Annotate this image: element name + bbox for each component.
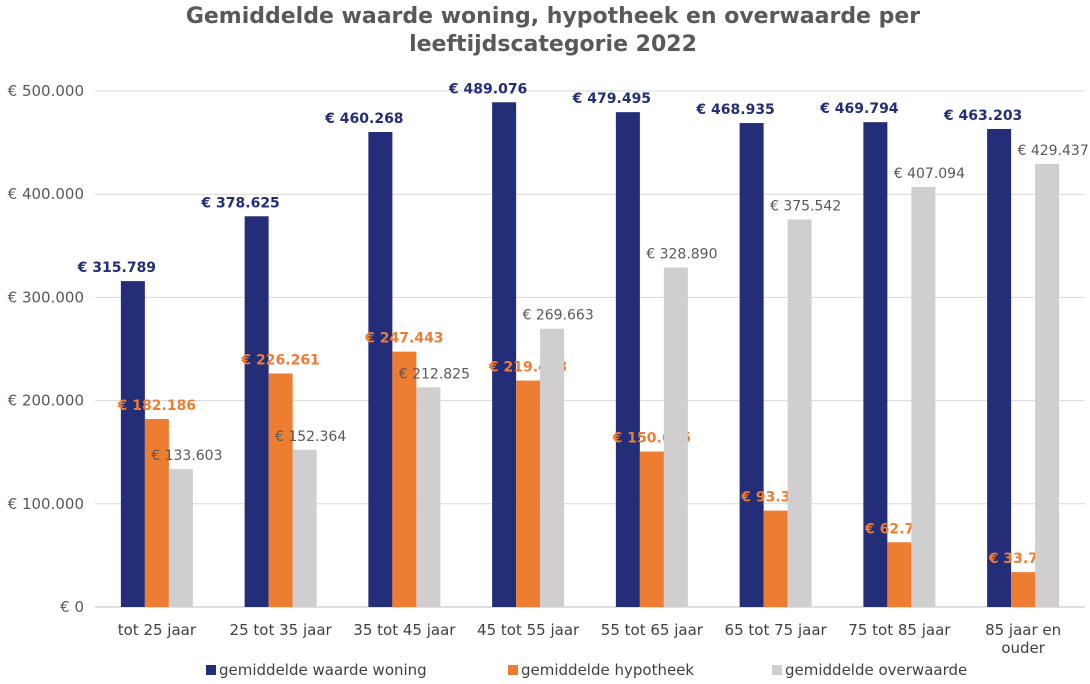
legend-entry: gemiddelde overwaarde (785, 661, 967, 679)
data-label: € 375.542 (770, 198, 841, 214)
bar (120, 281, 145, 607)
bar (615, 112, 640, 607)
bar (368, 132, 393, 607)
bar (639, 451, 664, 607)
data-label: € 182.186 (117, 398, 196, 414)
x-tick-label: 85 jaar en (985, 621, 1061, 639)
x-tick-label: tot 25 jaar (118, 621, 197, 639)
x-tick-label: 55 tot 65 jaar (601, 621, 704, 639)
bar (492, 102, 517, 608)
data-label: € 469.794 (819, 101, 899, 117)
y-tick-label: € 200.000 (8, 392, 84, 410)
y-tick-label: € 300.000 (8, 288, 84, 306)
bar (911, 186, 936, 607)
y-tick-label: € 400.000 (8, 185, 84, 203)
data-label: € 212.825 (399, 366, 470, 382)
bar (863, 122, 888, 607)
x-tick-label: 25 tot 35 jaar (230, 621, 333, 639)
y-tick-label: € 500.000 (8, 82, 84, 100)
bar (540, 328, 565, 607)
bar (663, 267, 688, 607)
chart-title-line-1: Gemiddelde waarde woning, hypotheek en o… (185, 4, 921, 29)
bar (268, 373, 293, 607)
bar (739, 123, 764, 607)
bar (1011, 572, 1036, 607)
x-tick-label: 35 tot 45 jaar (353, 621, 456, 639)
x-tick-label: 65 tot 75 jaar (725, 621, 828, 639)
data-label: € 152.364 (275, 429, 346, 445)
bar (416, 387, 441, 607)
data-label: € 328.890 (646, 247, 717, 263)
y-tick-label: € 0 (60, 598, 84, 616)
data-label: € 247.443 (364, 331, 443, 347)
bar (1035, 163, 1060, 607)
data-label: € 468.935 (695, 102, 774, 118)
legend-swatch (206, 665, 216, 675)
legend-entry: gemiddelde hypotheek (521, 661, 694, 679)
y-tick-label: € 100.000 (8, 495, 84, 513)
data-label: € 429.437 (1017, 143, 1088, 159)
x-tick-label: ouder (1001, 639, 1045, 657)
x-tick-label: 75 tot 85 jaar (848, 621, 951, 639)
data-label: € 378.625 (200, 195, 279, 211)
bar (887, 542, 912, 607)
bar (516, 380, 541, 607)
bar (987, 128, 1012, 608)
bar (292, 449, 317, 607)
legend-entry: gemiddelde waarde woning (219, 661, 427, 679)
data-label: € 489.076 (448, 81, 527, 97)
chart-title-line-2: leeftijdscategorie 2022 (409, 32, 697, 57)
bar (244, 216, 269, 607)
bar (392, 351, 417, 607)
data-label: € 226.261 (240, 352, 319, 368)
data-label: € 407.094 (894, 166, 965, 182)
bar (787, 219, 812, 607)
bar (144, 418, 169, 607)
data-label: € 463.203 (943, 108, 1022, 124)
bar (168, 469, 193, 607)
data-label: € 269.663 (522, 308, 593, 324)
x-tick-label: 45 tot 55 jaar (477, 621, 580, 639)
data-label: € 133.603 (151, 448, 222, 464)
data-label: € 315.789 (77, 260, 156, 276)
data-label: € 479.495 (572, 91, 651, 107)
legend-swatch (772, 665, 782, 675)
legend-swatch (508, 665, 518, 675)
bar (763, 510, 788, 607)
data-label: € 460.268 (324, 111, 403, 127)
